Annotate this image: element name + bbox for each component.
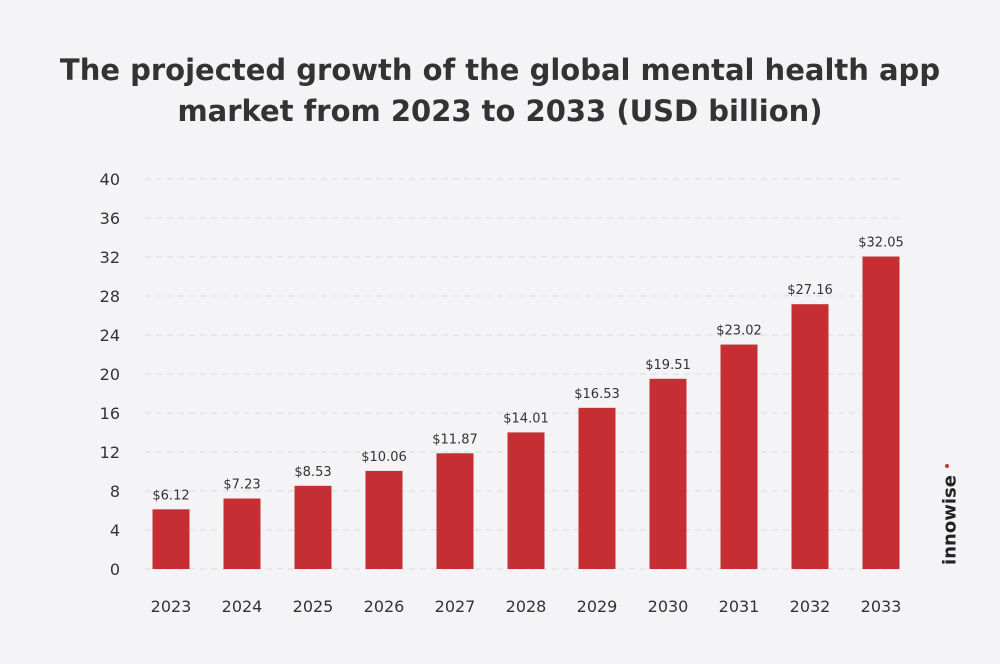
data-label: $14.01	[503, 411, 549, 426]
y-tick-label: 8	[110, 482, 120, 501]
y-tick-label: 4	[110, 521, 120, 540]
x-tick-label: 2023	[151, 597, 192, 616]
y-tick-label: 32	[100, 248, 120, 267]
data-label: $6.12	[152, 488, 189, 503]
bar-2029	[578, 407, 616, 569]
y-tick-label: 24	[100, 326, 120, 345]
x-tick-label: 2026	[364, 597, 405, 616]
bar-2023	[152, 509, 190, 569]
chart-title: The projected growth of the global menta…	[0, 50, 1000, 132]
x-tick-label: 2024	[222, 597, 263, 616]
y-tick-label: 36	[100, 209, 120, 228]
data-label: $32.05	[858, 236, 904, 251]
bar-2028	[507, 432, 545, 569]
bar-2025	[294, 485, 332, 569]
data-label: $11.87	[432, 432, 478, 447]
bar-2026	[365, 470, 403, 569]
y-tick-label: 12	[100, 443, 120, 462]
y-tick-label: 0	[110, 560, 120, 579]
data-label: $16.53	[574, 387, 620, 402]
y-tick-label: 28	[100, 287, 120, 306]
bar-2030	[649, 378, 687, 569]
y-tick-label: 16	[100, 404, 120, 423]
x-tick-label: 2033	[861, 597, 902, 616]
y-tick-label: 40	[100, 170, 120, 189]
x-tick-label: 2028	[506, 597, 547, 616]
x-tick-label: 2025	[293, 597, 334, 616]
data-label: $10.06	[361, 450, 407, 465]
data-label: $7.23	[223, 478, 260, 493]
y-tick-label: 20	[100, 365, 120, 384]
x-tick-label: 2029	[577, 597, 618, 616]
logo-dot-icon	[945, 464, 949, 468]
bar-2031	[720, 344, 758, 569]
bar-2027	[436, 453, 474, 569]
bar-2033	[862, 256, 900, 569]
x-tick-label: 2031	[719, 597, 760, 616]
bar-2032	[791, 304, 829, 569]
data-label: $27.16	[787, 283, 833, 298]
x-tick-label: 2032	[790, 597, 831, 616]
x-tick-label: 2030	[648, 597, 689, 616]
chart-title-line-2: market from 2023 to 2033 (USD billion)	[177, 94, 823, 128]
data-label: $23.02	[716, 324, 762, 339]
data-label: $8.53	[294, 465, 331, 480]
bar-2024	[223, 498, 261, 569]
data-label: $19.51	[645, 358, 691, 373]
x-tick-label: 2027	[435, 597, 476, 616]
chart-title-line-1: The projected growth of the global menta…	[59, 53, 941, 87]
innowise-logo: innowise	[930, 464, 970, 565]
